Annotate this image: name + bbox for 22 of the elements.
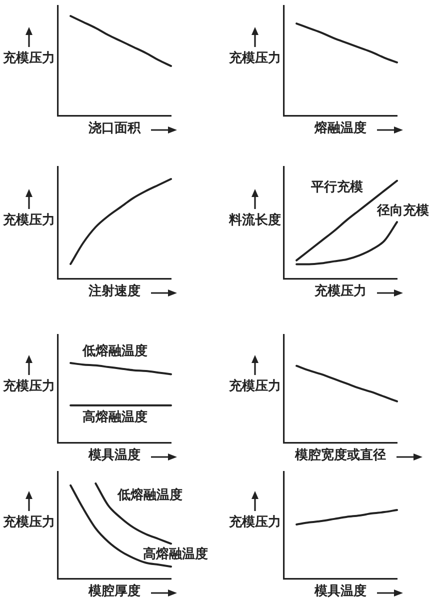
x-axis-title: 浇口面积 <box>88 121 140 136</box>
x-axis-title: 模具温度 <box>88 448 140 463</box>
x-axis-title: 模腔厚度 <box>88 584 140 599</box>
series-label: 低熔融温度 <box>116 486 183 503</box>
x-axis-title: 模腔宽度或直径 <box>295 448 386 463</box>
series-label: 平行充模 <box>310 179 363 196</box>
y-axis-title: 充模压力 <box>229 515 281 530</box>
series-label: 高熔融温度 <box>143 546 208 562</box>
x-axis-title: 充模压力 <box>314 284 366 299</box>
y-axis-title: 充模压力 <box>229 50 281 66</box>
y-axis-title: 充模压力 <box>3 50 55 66</box>
y-axis-title: 充模压力 <box>3 515 55 530</box>
x-axis-title: 熔融温度 <box>314 121 366 136</box>
y-axis-title: 充模压力 <box>3 378 55 394</box>
y-axis-title: 充模压力 <box>3 212 55 228</box>
series-label: 低熔融温度 <box>81 342 148 359</box>
x-axis-title: 注射速度 <box>88 284 140 299</box>
series-label: 径向充模 <box>376 202 429 218</box>
x-axis-title: 模具温度 <box>314 584 366 599</box>
y-axis-title: 料流长度 <box>229 212 281 228</box>
y-axis-title: 充模压力 <box>229 378 281 394</box>
series-label: 高熔融温度 <box>82 408 148 425</box>
